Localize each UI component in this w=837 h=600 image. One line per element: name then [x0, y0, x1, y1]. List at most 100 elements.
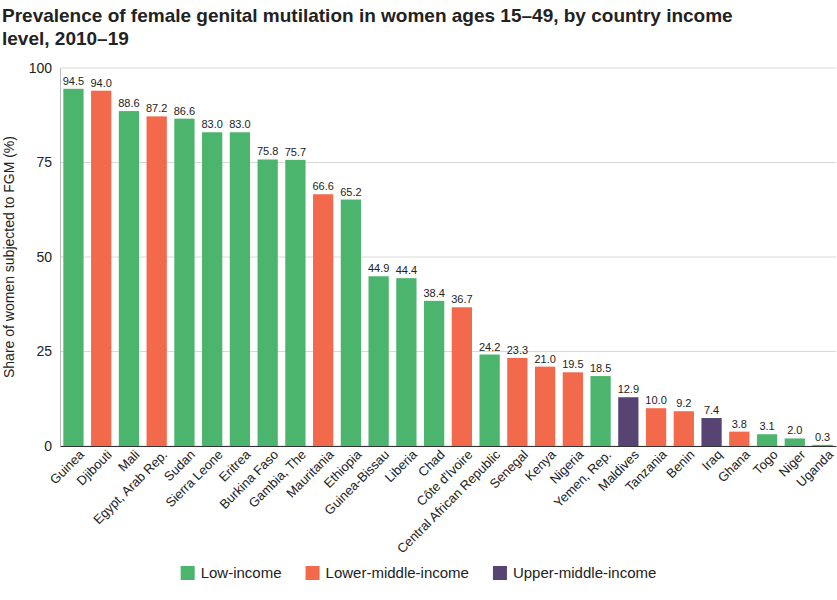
- legend-swatch: [306, 566, 320, 580]
- bar: [674, 411, 694, 446]
- bar: [590, 376, 610, 446]
- bar: [479, 355, 499, 446]
- data-label: 87.2: [146, 102, 167, 114]
- bars: [63, 89, 832, 446]
- x-tick: Senegal: [487, 446, 531, 491]
- chart: Prevalence of female genital mutilation …: [0, 0, 837, 600]
- title: Prevalence of female genital mutilation …: [2, 5, 733, 49]
- legend: Low-income Lower-middle-income Upper-middl…: [181, 564, 657, 581]
- y-axis: 0 25 50 75 100: [29, 60, 61, 454]
- data-label: 38.4: [423, 287, 444, 299]
- data-label: 3.8: [732, 418, 747, 430]
- data-label: 0.3: [815, 431, 830, 443]
- bar: [535, 367, 555, 446]
- bar: [812, 445, 832, 446]
- y-tick-label: 75: [36, 154, 52, 170]
- x-tick: Guinea-Bissau: [321, 446, 392, 518]
- data-label: 75.8: [257, 145, 278, 157]
- data-label: 2.0: [787, 424, 802, 436]
- bar: [91, 91, 111, 446]
- y-tick-label: 25: [36, 343, 52, 359]
- data-label: 75.7: [285, 146, 306, 158]
- bar: [230, 132, 250, 446]
- y-tick: 100: [29, 60, 60, 76]
- data-label: 21.0: [534, 353, 555, 365]
- x-tick-label: Liberia: [382, 446, 421, 485]
- x-tick-label: Djibouti: [74, 447, 115, 488]
- x-tick: Djibouti: [74, 446, 115, 488]
- bar: [202, 132, 222, 446]
- legend-label: Low-income: [201, 564, 282, 581]
- bar: [729, 432, 749, 446]
- legend-item: Low-income: [181, 564, 282, 581]
- x-tick-label: Uganda: [793, 446, 836, 489]
- x-tick: Togo: [750, 446, 781, 478]
- y-tick-label: 0: [44, 438, 52, 454]
- grid: [60, 68, 836, 446]
- legend-label: Upper-middle-income: [513, 564, 656, 581]
- bar: [258, 159, 278, 446]
- data-label: 86.6: [174, 105, 195, 117]
- bar: [646, 408, 666, 446]
- data-label: 23.3: [507, 344, 528, 356]
- data-label: 18.5: [590, 362, 611, 374]
- legend-item: Lower-middle-income: [306, 564, 469, 581]
- x-tick: Egypt, Arab Rep.: [90, 446, 170, 527]
- x-axis: GuineaDjiboutiMaliEgypt, Arab Rep.SudanS…: [47, 446, 837, 556]
- x-tick-label: Benin: [663, 447, 697, 481]
- bar: [147, 116, 167, 446]
- data-label: 44.4: [396, 264, 417, 276]
- bar: [618, 397, 638, 446]
- x-tick-label: Central African Republic: [394, 447, 504, 557]
- bar: [701, 418, 721, 446]
- x-axis-line: [61, 446, 837, 447]
- y-tick: 75: [36, 154, 60, 170]
- x-tick-label: Senegal: [487, 447, 531, 491]
- legend-swatch: [181, 566, 195, 580]
- y-tick: 50: [36, 249, 60, 265]
- bar: [63, 89, 83, 446]
- bar: [757, 434, 777, 446]
- data-label: 3.1: [759, 420, 774, 432]
- bar: [785, 438, 805, 446]
- y-tick: 0: [44, 438, 60, 454]
- x-tick: Liberia: [382, 446, 421, 485]
- x-tick: Central African Republic: [394, 446, 504, 556]
- y-axis-line: [60, 69, 61, 447]
- data-label: 65.2: [340, 186, 361, 198]
- data-labels: 94.588.686.683.083.075.875.765.244.944.4…: [63, 75, 830, 443]
- y-tick: 25: [36, 343, 60, 359]
- bar: [507, 358, 527, 446]
- data-label: 24.2: [479, 341, 500, 353]
- bar: [341, 200, 361, 446]
- data-label: 66.6: [312, 180, 333, 192]
- data-label: 83.0: [201, 118, 222, 130]
- bar: [369, 276, 389, 446]
- bar: [285, 160, 305, 446]
- data-label: 36.7: [451, 293, 472, 305]
- bar: [452, 307, 472, 446]
- bar: [563, 372, 583, 446]
- legend-label: Lower-middle-income: [326, 564, 469, 581]
- bar: [313, 194, 333, 446]
- data-label: 94.5: [63, 75, 84, 87]
- data-label: 19.5: [562, 358, 583, 370]
- y-tick-label: 50: [36, 249, 52, 265]
- title-line: Prevalence of female genital mutilation …: [2, 5, 733, 26]
- bar: [424, 301, 444, 446]
- data-label: 7.4: [704, 404, 719, 416]
- bar: [396, 278, 416, 446]
- x-tick-label: Togo: [750, 447, 781, 478]
- y-axis-title: Share of women subjected to FGM (%): [1, 136, 17, 378]
- data-label: 10.0: [645, 394, 666, 406]
- x-tick: Benin: [663, 446, 697, 481]
- grid-line: [60, 68, 836, 69]
- x-tick-label: Egypt, Arab Rep.: [90, 447, 170, 527]
- data-label: 94.0: [90, 77, 111, 89]
- x-tick-label: Guinea-Bissau: [321, 447, 392, 518]
- x-tick-label: Ghana: [715, 446, 754, 485]
- data-label: 44.9: [368, 262, 389, 274]
- title-line: level, 2010–19: [2, 28, 129, 49]
- bar: [119, 111, 139, 446]
- x-tick: Ghana: [715, 446, 754, 485]
